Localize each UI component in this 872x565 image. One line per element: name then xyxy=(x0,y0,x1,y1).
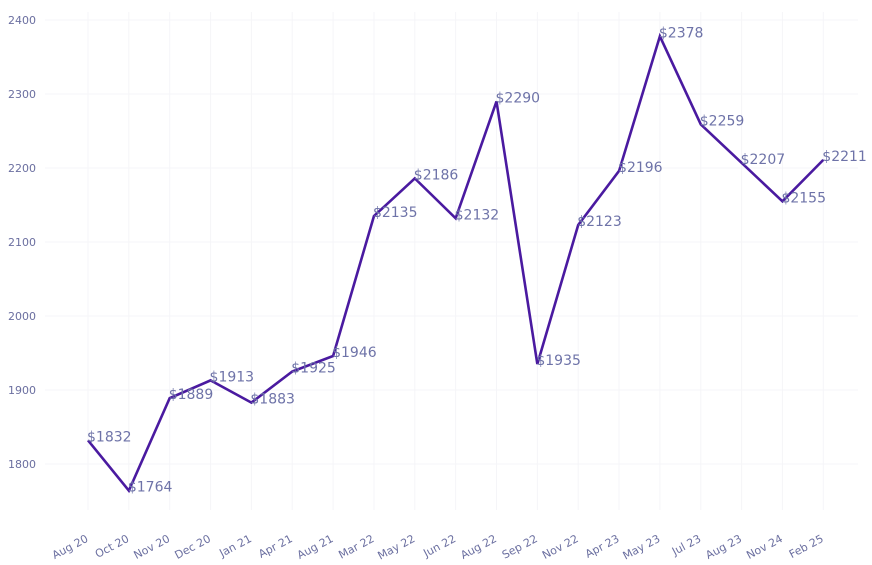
y-tick-label: 1900 xyxy=(8,384,36,397)
x-axis-ticks: Aug 20 Oct 20 Nov 20 Dec 20 Jan 21 Apr 21 Aug … xyxy=(50,532,826,562)
data-label: $2196 xyxy=(618,160,663,176)
y-tick-label: 2000 xyxy=(8,310,36,323)
data-label: $2290 xyxy=(496,90,541,106)
x-tick-label: Feb 25 xyxy=(787,532,826,561)
x-tick-label: Apr 21 xyxy=(256,532,294,561)
data-label: $1925 xyxy=(291,361,336,377)
series-line xyxy=(86,32,825,494)
x-tick-label: Oct 20 xyxy=(93,532,131,561)
x-tick-label: Aug 23 xyxy=(703,532,744,562)
data-label: $1935 xyxy=(536,353,581,369)
data-label: $2211 xyxy=(822,149,867,165)
data-label: $2207 xyxy=(741,152,786,168)
x-tick-label: Nov 20 xyxy=(132,532,173,562)
data-label: $2135 xyxy=(373,205,418,221)
x-tick-label: Dec 20 xyxy=(173,532,213,562)
y-tick-label: 2100 xyxy=(8,236,36,249)
y-tick-label: 1800 xyxy=(8,458,36,471)
data-label: $1946 xyxy=(332,345,377,361)
x-tick-label: Aug 20 xyxy=(50,532,91,562)
data-label: $1764 xyxy=(128,480,173,496)
data-label: $1883 xyxy=(250,392,295,408)
data-label: $2155 xyxy=(781,190,826,206)
data-label: $2132 xyxy=(455,207,500,223)
x-tick-label: Jul 23 xyxy=(669,532,703,558)
y-tick-label: 2300 xyxy=(8,88,36,101)
data-label: $2123 xyxy=(577,214,622,230)
data-label: $2186 xyxy=(414,167,459,183)
x-tick-label: Nov 22 xyxy=(540,532,581,562)
x-tick-label: Mar 22 xyxy=(336,532,376,561)
data-label: $2259 xyxy=(700,113,745,129)
data-label: $2378 xyxy=(659,25,704,41)
x-tick-label: Aug 21 xyxy=(295,532,336,562)
x-tick-label: Apr 23 xyxy=(583,532,621,561)
x-tick-label: Jan 21 xyxy=(216,532,253,560)
data-labels: $1832 $1764 $1889 $1913 $1883 $1925$1946 $2135… xyxy=(87,25,867,495)
x-tick-label: Aug 22 xyxy=(458,532,499,562)
data-label: $1913 xyxy=(210,369,255,385)
x-tick-label: Sep 22 xyxy=(500,532,540,561)
y-axis-ticks: 1800 1900 2000 2100 2200 2300 2400 xyxy=(8,14,36,471)
data-label: $1889 xyxy=(169,387,214,403)
x-tick-label: Jun 22 xyxy=(420,532,458,560)
y-tick-label: 2200 xyxy=(8,162,36,175)
x-tick-label: May 22 xyxy=(376,532,418,562)
y-tick-label: 2400 xyxy=(8,14,36,27)
x-tick-label: May 23 xyxy=(621,532,663,562)
data-label: $1832 xyxy=(87,429,132,445)
x-tick-label: Nov 24 xyxy=(744,532,785,562)
grid-layer xyxy=(45,12,858,510)
